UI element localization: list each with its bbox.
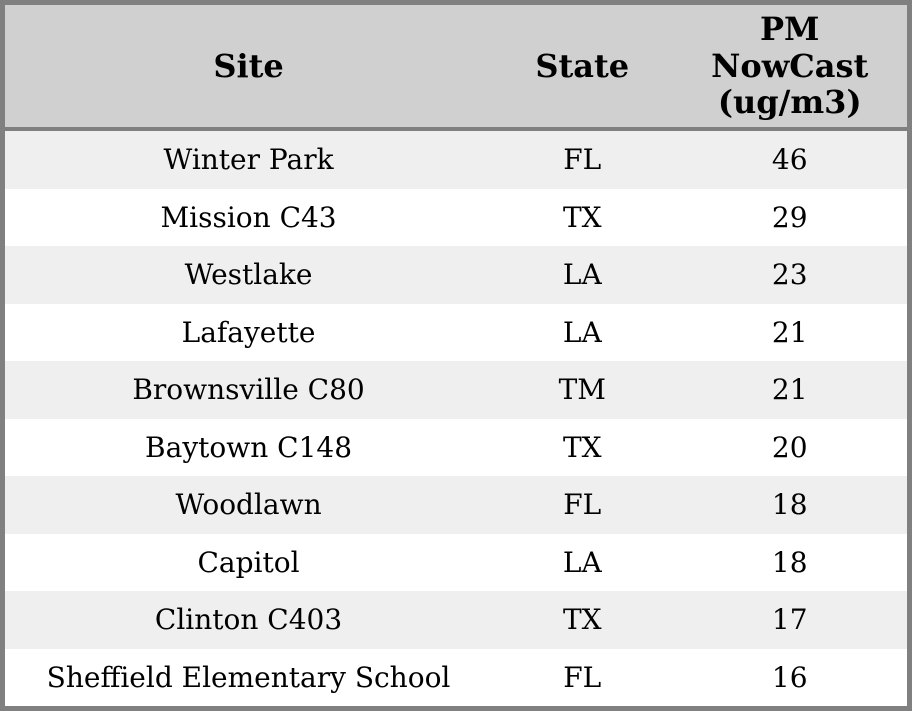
column-header-pm-nowcast-label: PM NowCast (ug/m3) [711,9,869,122]
cell-state: TX [562,200,602,234]
table-header-row: Site State PM NowCast (ug/m3) [5,5,907,131]
cell-state: TX [562,430,602,464]
cell-site: Brownsville C80 [132,373,365,407]
cell-state: FL [563,660,602,694]
cell-pm-nowcast: 46 [771,143,808,177]
cell-state: LA [562,315,602,349]
cell-site: Winter Park [163,143,334,177]
cell-site: Westlake [184,258,313,292]
cell-site: Capitol [197,545,300,579]
cell-pm-nowcast: 18 [771,488,808,522]
table-row: Sheffield Elementary School FL 16 [5,648,907,706]
table-row: Clinton C403 TX 17 [5,591,907,649]
cell-state: LA [562,545,602,579]
column-header-pm-nowcast: PM NowCast (ug/m3) [672,9,907,122]
table-row: Mission C43 TX 29 [5,188,907,246]
cell-pm-nowcast: 17 [771,603,808,637]
cell-pm-nowcast: 29 [771,200,808,234]
cell-site: Lafayette [181,315,316,349]
cell-state: FL [563,143,602,177]
cell-state: TX [562,603,602,637]
table-body: Winter Park FL 46 Mission C43 TX 29 West… [5,131,907,706]
cell-pm-nowcast: 23 [771,258,808,292]
column-header-site: Site [213,46,284,85]
table-row: Woodlawn FL 18 [5,476,907,534]
cell-pm-nowcast: 21 [771,315,808,349]
cell-state: TM [558,373,606,407]
column-header-state: State [535,46,630,85]
cell-pm-nowcast: 20 [771,430,808,464]
cell-pm-nowcast: 21 [771,373,808,407]
cell-site: Baytown C148 [145,430,353,464]
table-row: Capitol LA 18 [5,533,907,591]
table-row: Brownsville C80 TM 21 [5,361,907,419]
cell-site: Woodlawn [175,488,322,522]
cell-site: Sheffield Elementary School [46,660,451,694]
cell-state: LA [562,258,602,292]
table-row: Lafayette LA 21 [5,303,907,361]
cell-site: Mission C43 [160,200,337,234]
cell-state: FL [563,488,602,522]
cell-pm-nowcast: 18 [771,545,808,579]
table-row: Westlake LA 23 [5,246,907,304]
table-row: Winter Park FL 46 [5,131,907,189]
table-row: Baytown C148 TX 20 [5,418,907,476]
cell-pm-nowcast: 16 [771,660,808,694]
cell-site: Clinton C403 [154,603,343,637]
